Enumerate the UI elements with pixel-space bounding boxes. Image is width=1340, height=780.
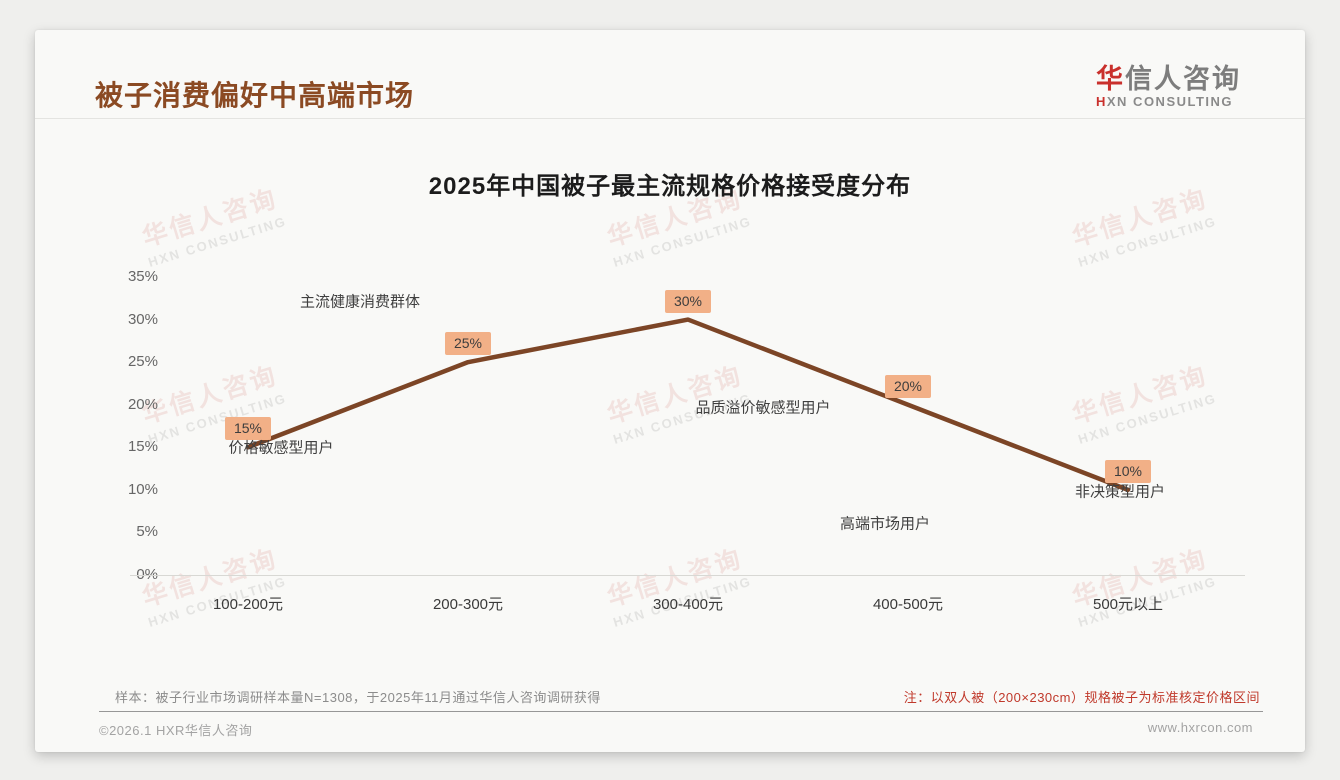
x-axis-label: 100-200元 [212,596,284,613]
annotation-non-decision: 非决策型用户 [1074,483,1166,501]
x-axis-label: 400-500元 [872,596,944,613]
header-divider [35,118,1305,119]
y-axis-tick: 10% [127,480,158,498]
sample-note: 样本：被子行业市场调研样本量N=1308，于2025年11月通过华信人咨询调研获… [115,690,601,705]
data-value-label: 20% [885,374,931,398]
price-standard-note: 注：以双人被（200×230cm）规格被子为标准核定价格区间 [903,690,1260,705]
website-url: www.hxrcon.com [1147,720,1253,735]
annotation-high-end-market: 高端市场用户 [839,515,931,533]
line-chart: 35% 30% 25% 20% 15% 10% 5% 0% 100-200元 2… [35,30,1305,752]
footer-divider [99,711,1263,712]
logo-chinese-name: 华信人咨询 [1096,64,1241,94]
annotation-price-sensitive: 价格敏感型用户 [228,439,334,457]
trend-line-svg [245,317,1131,493]
y-axis-tick: 15% [127,438,158,456]
annotation-mainstream-health: 主流健康消费群体 [299,293,421,311]
y-axis-tick: 25% [127,353,158,371]
y-axis-tick: 35% [127,268,158,285]
x-axis-line [130,575,1245,576]
annotation-quality-premium: 品质溢价敏感型用户 [695,399,831,417]
company-logo: 华信人咨询 HXN CONSULTING [1096,64,1241,110]
data-value-label: 30% [665,289,711,313]
chart-title: 2025年中国被子最主流规格价格接受度分布 [428,173,912,200]
y-axis-tick: 30% [127,310,158,328]
report-card: 华信人咨询 HXN CONSULTING 华信人咨询 HXN CONSULTING … [35,30,1305,752]
data-value-label: 15% [225,417,271,441]
copyright-text: ©2026.1 HXR华信人咨询 [99,723,253,738]
header: 被子消费偏好中高端市场 华信人咨询 HXN CONSULTING [35,30,1305,119]
data-value-label: 25% [445,332,491,356]
logo-english-name: HXN CONSULTING [1096,94,1234,109]
x-axis-label: 500元以上 [1092,596,1164,613]
x-axis-label: 200-300元 [432,596,504,613]
trend-line [245,317,1131,493]
y-axis-tick: 0% [136,566,158,583]
y-axis-tick: 20% [127,395,158,413]
x-axis-label: 300-400元 [652,596,724,613]
y-axis-tick: 5% [136,523,158,541]
page-title: 被子消费偏好中高端市场 [95,80,415,111]
data-value-label: 10% [1105,459,1151,483]
